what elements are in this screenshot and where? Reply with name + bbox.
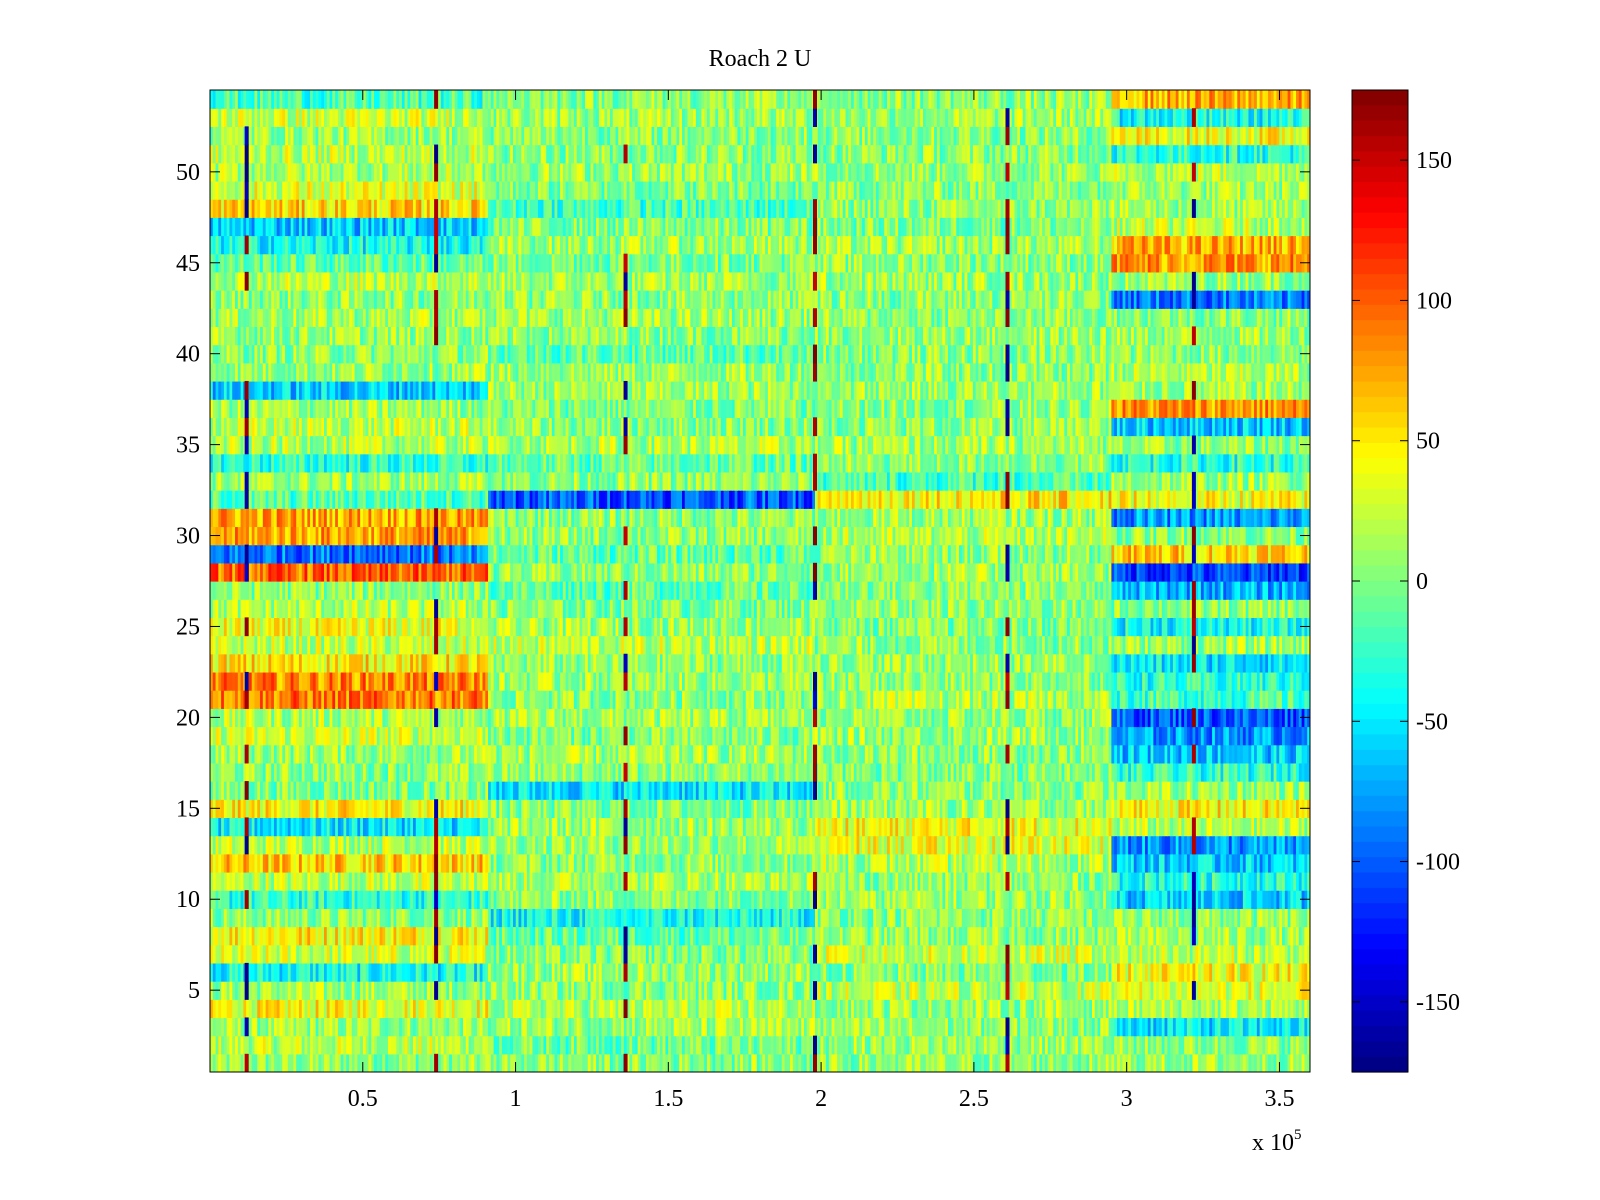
- chart-title: Roach 2 U: [709, 46, 812, 72]
- heatmap-figure: Roach 2 U 0.5 1 1.5 2 2.5 3 3.5 51015202530354…: [0, 0, 1600, 1200]
- heatmap-cells: [210, 90, 1311, 1073]
